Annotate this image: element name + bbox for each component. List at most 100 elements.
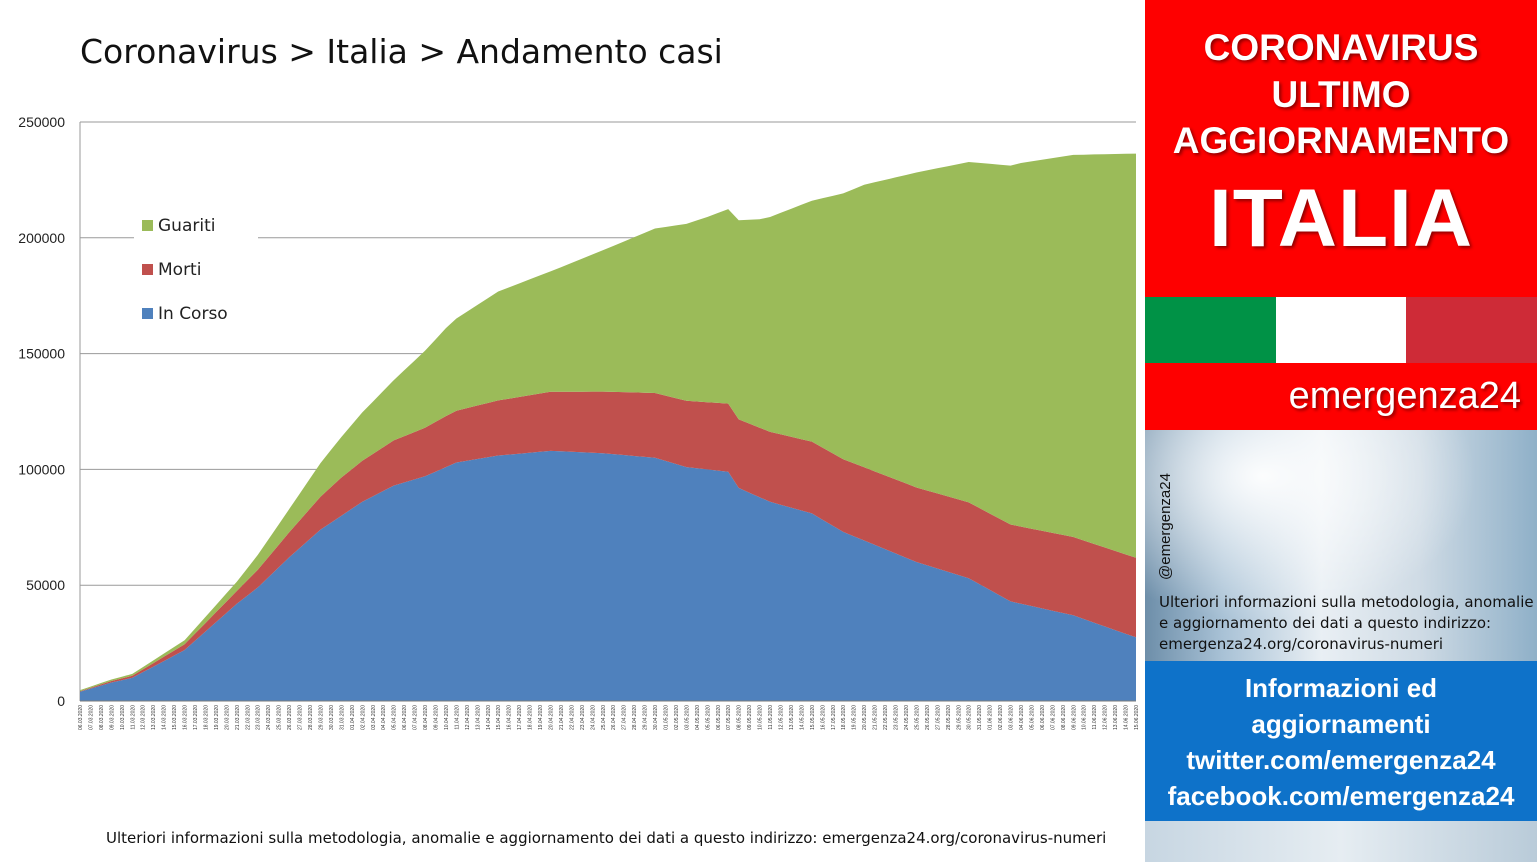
x-tick-label: 16.04.2020 [507,705,513,730]
x-tick-label: 14.04.2020 [486,705,492,730]
x-tick-label: 04.04.2020 [381,705,387,730]
x-tick-label: 11.03.2020 [130,705,136,730]
flag-red-band [1406,297,1537,363]
panel-footer-strip [1145,821,1537,862]
x-tick-label: 26.03.2020 [287,705,293,730]
headline-line-aggiornamento: AGGIORNAMENTO [1172,120,1510,161]
x-tick-label: 25.05.2020 [914,705,920,730]
x-tick-label: 26.05.2020 [925,705,931,730]
x-tick-label: 13.04.2020 [475,705,481,730]
x-tick-label: 28.04.2020 [632,705,638,730]
x-tick-label: 23.05.2020 [894,705,900,730]
x-tick-label: 23.03.2020 [256,705,262,730]
headline-box: CORONAVIRUS ULTIMO AGGIORNAMENTO ITALIA [1145,0,1537,297]
chart-area: 0 50000 100000 150000 200000 250000 06.03.2020… [18,32,1140,847]
headline-line-coronavirus: CORONAVIRUS [1203,27,1479,68]
brand-name: emergenza24 [1288,375,1521,417]
x-tick-label: 02.05.2020 [674,705,680,730]
x-tick-label: 16.05.2020 [820,705,826,730]
info-line: aggiornamenti [1251,709,1431,739]
panel-methodology-note: Ulteriori informazioni sulla metodologia… [1159,592,1534,655]
x-tick-label: 06.06.2020 [1040,705,1046,730]
x-tick-label: 08.03.2020 [99,705,105,730]
x-tick-label: 10.04.2020 [444,705,450,730]
legend-label: In Corso [158,304,228,324]
chart-title: Coronavirus > Italia > Andamento casi [80,32,723,71]
x-tick-label: 14.03.2020 [162,705,168,730]
x-tick-label: 10.05.2020 [758,705,764,730]
facebook-link[interactable]: facebook.com/emergenza24 [1167,781,1515,811]
x-tick-label: 21.04.2020 [559,705,565,730]
x-tick-label: 30.03.2020 [329,705,335,730]
x-tick-label: 20.05.2020 [862,705,868,730]
x-tick-label: 22.04.2020 [569,705,575,730]
panel-note-line: e aggiornamento dei dati a questo indiri… [1159,614,1492,632]
x-tick-label: 24.04.2020 [590,705,596,730]
x-tick-label: 15.05.2020 [810,705,816,730]
x-tick-label: 17.05.2020 [831,705,837,730]
legend-box [134,205,258,335]
x-tick-label: 13.05.2020 [789,705,795,730]
x-tick-label: 03.06.2020 [1009,705,1015,730]
x-tick-label: 08.05.2020 [737,705,743,730]
x-tick-label: 09.05.2020 [747,705,753,730]
x-tick-label: 08.04.2020 [423,705,429,730]
twitter-link[interactable]: twitter.com/emergenza24 [1186,745,1496,775]
x-tick-label: 30.05.2020 [967,705,973,730]
x-tick-label: 22.03.2020 [245,705,251,730]
x-tick-label: 24.05.2020 [904,705,910,730]
x-tick-label: 31.05.2020 [977,705,983,730]
x-tick-label: 30.04.2020 [653,705,659,730]
x-tick-label: 03.05.2020 [684,705,690,730]
x-tick-label: 13.06.2020 [1113,705,1119,730]
x-tick-label: 24.03.2020 [266,705,272,730]
x-tick-label: 12.03.2020 [141,705,147,730]
x-tick-label: 26.04.2020 [611,705,617,730]
x-tick-label: 31.03.2020 [339,705,345,730]
x-tick-label: 05.04.2020 [392,705,398,730]
x-tick-label: 07.05.2020 [726,705,732,730]
x-tick-label: 17.04.2020 [517,705,523,730]
x-tick-label: 22.05.2020 [883,705,889,730]
side-panel: CORONAVIRUS ULTIMO AGGIORNAMENTO ITALIA … [1145,0,1537,862]
x-tick-label: 21.05.2020 [873,705,879,730]
x-tick-label: 08.06.2020 [1061,705,1067,730]
x-tick-label: 12.05.2020 [779,705,785,730]
x-tick-label: 28.03.2020 [308,705,314,730]
x-tick-label: 09.04.2020 [433,705,439,730]
x-tick-label: 07.04.2020 [413,705,419,730]
x-tick-label: 05.06.2020 [1029,705,1035,730]
social-handle: @emergenza24 [1157,473,1174,580]
legend-label: Guariti [158,216,215,236]
x-tick-label: 07.03.2020 [88,705,94,730]
y-tick-label: 200000 [18,230,65,246]
x-tick-label: 06.05.2020 [716,705,722,730]
x-tick-label: 15.06.2020 [1134,705,1140,730]
x-tick-label: 05.05.2020 [705,705,711,730]
x-tick-label: 25.03.2020 [277,705,283,730]
x-tick-label: 02.06.2020 [998,705,1004,730]
x-tick-label: 10.06.2020 [1082,705,1088,730]
x-tick-label: 15.04.2020 [496,705,502,730]
methodology-note: Ulteriori informazioni sulla metodologia… [106,829,1107,847]
x-tick-label: 20.04.2020 [548,705,554,730]
x-tick-label: 15.03.2020 [172,705,178,730]
x-tick-label: 18.04.2020 [528,705,534,730]
x-tick-label: 25.04.2020 [601,705,607,730]
headline-line-italia: ITALIA [1208,173,1474,264]
x-tick-label: 09.03.2020 [109,705,115,730]
x-tick-label: 18.03.2020 [203,705,209,730]
x-tick-label: 04.05.2020 [695,705,701,730]
x-tick-label: 28.05.2020 [946,705,952,730]
x-tick-label: 19.05.2020 [852,705,858,730]
x-tick-label: 07.06.2020 [1050,705,1056,730]
y-tick-label: 0 [57,693,65,709]
panel-note-line: Ulteriori informazioni sulla metodologia… [1159,593,1534,611]
x-tick-label: 27.03.2020 [298,705,304,730]
x-tick-label: 01.04.2020 [350,705,356,730]
brand-box: emergenza24 [1145,363,1537,430]
x-tick-label: 23.04.2020 [580,705,586,730]
legend-label: Morti [158,260,201,280]
area-series-guariti [80,153,1136,692]
x-tick-label: 01.06.2020 [988,705,994,730]
